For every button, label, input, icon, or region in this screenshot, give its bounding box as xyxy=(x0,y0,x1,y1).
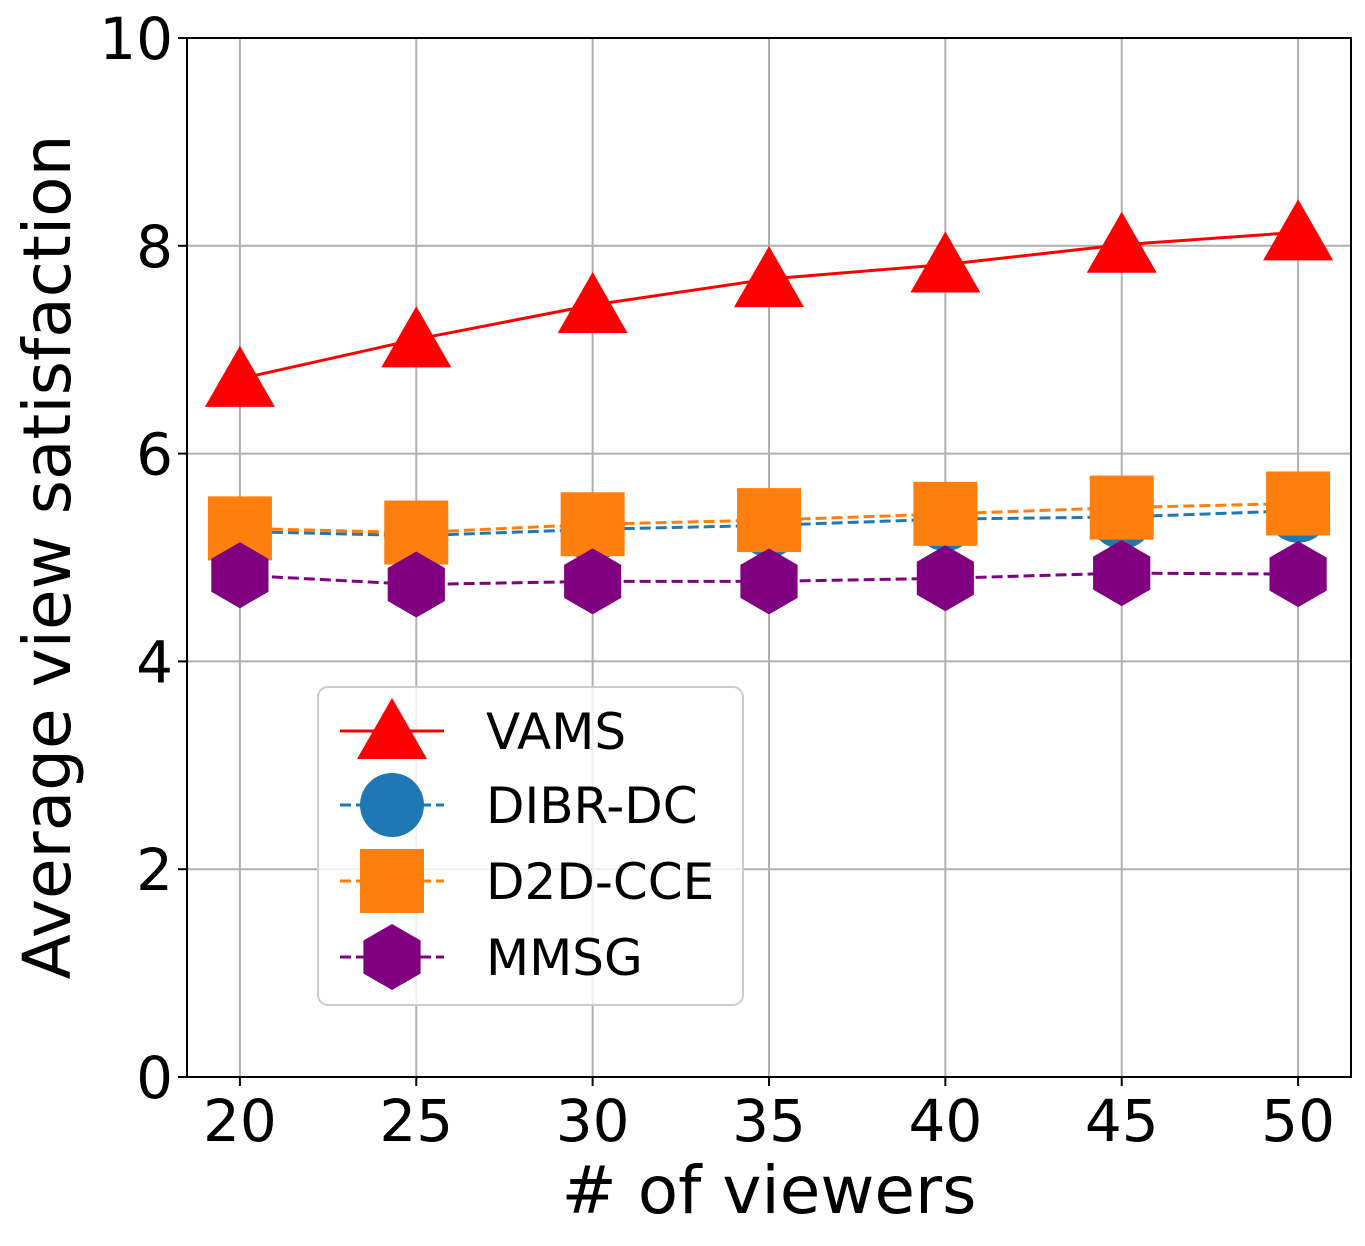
data-point-mmsg xyxy=(1093,540,1151,607)
data-point-d2d-cce xyxy=(913,481,978,546)
data-point-vams xyxy=(381,306,452,368)
y-tick-label: 10 xyxy=(99,5,173,73)
data-point-d2d-cce xyxy=(560,492,625,557)
legend-label: DIBR-DC xyxy=(486,777,698,835)
data-point-vams xyxy=(557,272,628,334)
x-tick-label: 50 xyxy=(1261,1087,1335,1155)
data-point-d2d-cce xyxy=(737,488,801,553)
legend-entry-d2d-cce: D2D-CCE xyxy=(340,849,714,913)
legend-entry-mmsg: MMSG xyxy=(340,924,643,990)
legend-marker xyxy=(357,698,427,760)
data-point-vams xyxy=(734,246,804,308)
data-point-mmsg xyxy=(387,551,445,618)
y-tick-label: 2 xyxy=(136,836,173,904)
legend: VAMS DIBR-DC D2D-CCE MMSG xyxy=(317,686,744,1006)
series-d2d-cce xyxy=(207,471,1331,565)
y-tick-label: 8 xyxy=(136,213,173,281)
data-point-d2d-cce xyxy=(1089,475,1154,540)
data-point-vams xyxy=(910,231,981,293)
x-tick-label: 20 xyxy=(203,1087,277,1155)
axis-ticks: 20 25 30 35 40 45 50 0 2 4 6 8 10 xyxy=(99,5,1335,1155)
data-point-mmsg xyxy=(916,545,974,612)
data-point-mmsg xyxy=(740,548,798,615)
x-tick-label: 45 xyxy=(1085,1087,1159,1155)
y-tick-label: 0 xyxy=(136,1044,173,1112)
data-point-mmsg xyxy=(211,542,269,609)
data-point-vams xyxy=(1086,211,1157,273)
legend-label: MMSG xyxy=(486,929,643,987)
x-tick-label: 35 xyxy=(732,1087,806,1155)
series-mmsg xyxy=(211,540,1327,618)
legend-label: VAMS xyxy=(486,703,626,761)
legend-marker xyxy=(360,773,424,837)
x-tick-label: 25 xyxy=(379,1087,453,1155)
legend-label: D2D-CCE xyxy=(486,853,714,911)
data-point-vams xyxy=(204,345,275,407)
data-point-d2d-cce xyxy=(1266,471,1331,536)
legend-marker xyxy=(360,849,424,913)
legend-entry-dibr-dc: DIBR-DC xyxy=(340,773,698,837)
legend-entry-vams: VAMS xyxy=(340,698,626,761)
legend-box xyxy=(317,686,744,1006)
x-tick-label: 40 xyxy=(908,1087,982,1155)
data-point-vams xyxy=(1263,199,1334,261)
y-tick-label: 4 xyxy=(136,628,173,696)
y-tick-label: 6 xyxy=(136,421,173,489)
series-vams xyxy=(204,199,1334,407)
data-point-mmsg xyxy=(1269,541,1327,608)
x-tick-label: 30 xyxy=(556,1087,630,1155)
data-point-mmsg xyxy=(564,548,622,615)
plot-series xyxy=(204,199,1334,618)
y-axis-label: Average view satisfaction xyxy=(9,135,86,980)
legend-marker xyxy=(363,924,421,990)
x-axis-label: # of viewers xyxy=(562,1152,977,1229)
